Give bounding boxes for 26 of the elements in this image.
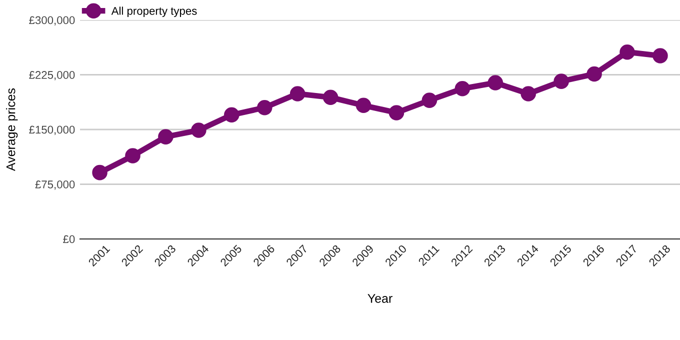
point	[454, 80, 470, 96]
y-tick-label: £150,000	[29, 126, 75, 135]
point	[158, 129, 174, 144]
y-tick-label: £75,000	[35, 180, 75, 190]
point	[224, 107, 240, 123]
y-tick-label: £300,000	[29, 16, 75, 26]
point	[586, 66, 602, 82]
point	[92, 164, 108, 180]
point	[652, 48, 668, 64]
x-axis-title: Year	[368, 294, 392, 303]
point	[356, 98, 372, 114]
y-tick-label: £0	[63, 235, 75, 244]
point	[125, 148, 140, 164]
point	[256, 100, 272, 116]
point	[290, 86, 306, 102]
point	[388, 105, 404, 120]
point	[191, 122, 206, 138]
y-axis-title: Average prices	[6, 88, 18, 172]
point	[322, 90, 338, 106]
point	[554, 74, 569, 89]
point	[488, 75, 504, 90]
point	[520, 86, 536, 102]
y-tick-label: £225,000	[29, 71, 75, 80]
legend-label: All property types	[111, 6, 197, 18]
point	[620, 44, 635, 60]
point	[422, 92, 438, 108]
